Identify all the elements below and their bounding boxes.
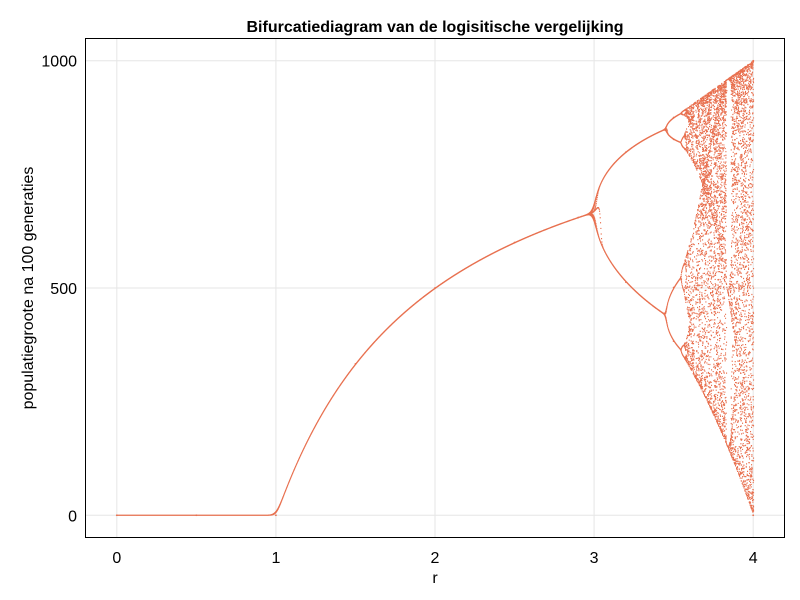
data-point bbox=[672, 138, 675, 141]
y-tick-labels: 0 500 1000 bbox=[41, 54, 77, 526]
data-point bbox=[625, 281, 627, 283]
x-axis-label: r bbox=[432, 570, 438, 587]
data-point bbox=[577, 216, 580, 219]
data-point bbox=[434, 287, 436, 289]
data-point bbox=[115, 514, 118, 517]
data-point bbox=[752, 514, 755, 517]
data-point bbox=[275, 514, 277, 517]
y-tick-label: 1000 bbox=[41, 54, 77, 71]
data-points bbox=[115, 59, 755, 517]
y-tick-label: 500 bbox=[50, 281, 77, 298]
data-point bbox=[672, 286, 675, 289]
data-point bbox=[625, 151, 627, 153]
data-point bbox=[752, 59, 755, 62]
x-tick-label: 1 bbox=[271, 550, 280, 567]
x-tick-label: 0 bbox=[112, 550, 121, 567]
plot-frame bbox=[85, 38, 785, 538]
chart-title: Bifurcatiediagram van de logisitische ve… bbox=[246, 19, 623, 36]
y-axis-label: populatiegroote na 100 generaties bbox=[20, 167, 37, 410]
data-point bbox=[672, 340, 675, 343]
data-point bbox=[195, 514, 198, 517]
data-point bbox=[672, 116, 675, 119]
x-tick-label: 4 bbox=[749, 550, 758, 567]
x-tick-label: 2 bbox=[431, 550, 440, 567]
y-tick-label: 0 bbox=[68, 508, 77, 525]
data-point bbox=[513, 241, 516, 244]
data-point bbox=[354, 363, 357, 365]
x-tick-label: 3 bbox=[590, 550, 599, 567]
x-tick-labels: 0 1 2 3 4 bbox=[112, 550, 757, 567]
